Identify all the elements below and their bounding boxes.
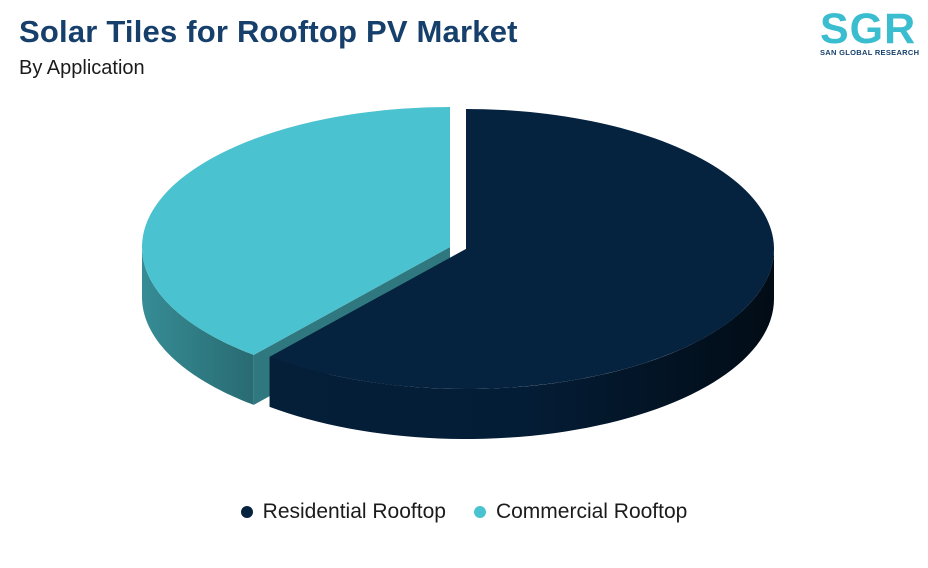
chart-subtitle: By Application	[19, 57, 145, 79]
pie-slice-commercial	[142, 107, 450, 355]
pie-slice-residential	[269, 108, 775, 389]
pie-side-commercial	[142, 247, 254, 405]
legend-label-residential: Residential Rooftop	[262, 500, 446, 523]
chart-title: Solar Tiles for Rooftop PV Market	[19, 14, 518, 49]
sgr-logo: SGR SAN GLOBAL RESEARCH	[818, 5, 920, 64]
legend: Residential Rooftop Commercial Rooftop	[0, 500, 928, 524]
legend-label-commercial: Commercial Rooftop	[495, 500, 688, 523]
legend-item-commercial: Commercial Rooftop	[473, 500, 688, 524]
legend-dot-residential	[240, 506, 253, 518]
logo-tagline: SAN GLOBAL RESEARCH	[820, 48, 920, 57]
legend-dot-commercial	[473, 506, 486, 518]
legend-item-residential: Residential Rooftop	[240, 500, 446, 524]
logo-letters: SGR	[820, 5, 917, 53]
pie-side-residential	[269, 249, 774, 439]
